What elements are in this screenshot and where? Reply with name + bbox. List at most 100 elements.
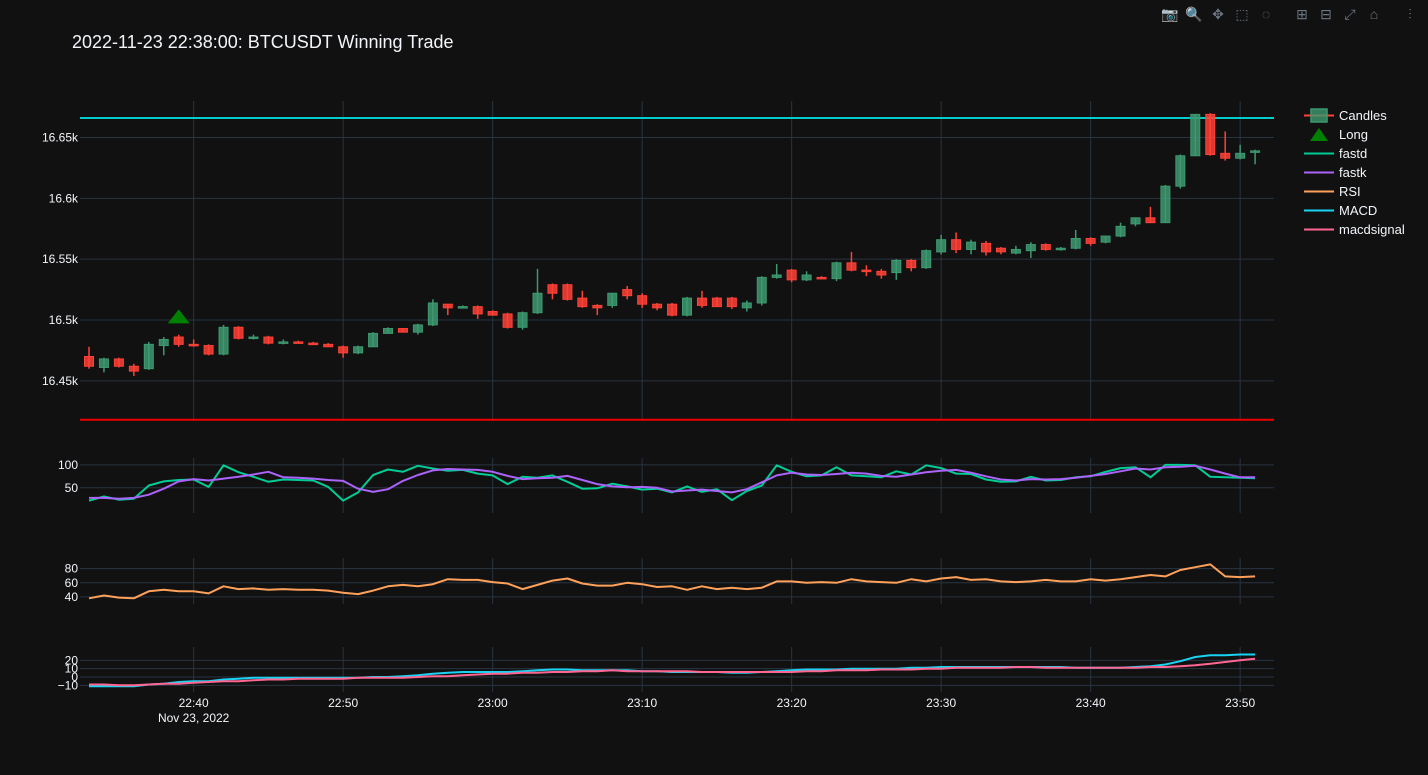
zoom-out-icon[interactable]: ⊟ — [1320, 6, 1332, 22]
candle-body — [278, 341, 289, 344]
candle — [1085, 237, 1096, 246]
zoom-in-icon[interactable]: ⊞ — [1296, 6, 1308, 22]
candle-body — [472, 306, 483, 315]
candle-body — [1145, 217, 1156, 224]
autoscale-icon[interactable]: ⤢ — [1344, 6, 1356, 22]
reset-axes-icon[interactable]: ⌂ — [1369, 6, 1379, 22]
candle — [801, 271, 812, 282]
legend-item-long[interactable]: Long — [1302, 125, 1405, 144]
x-tick-label: 23:50 — [1225, 696, 1255, 710]
candle — [1190, 113, 1201, 157]
candle-body — [1070, 237, 1081, 249]
legend-symbol-rsi — [1304, 190, 1334, 193]
y-tick-label: 0 — [71, 670, 78, 684]
candle — [502, 312, 513, 329]
candle-body — [861, 269, 872, 273]
candle — [383, 327, 393, 334]
candle — [1235, 144, 1246, 160]
legend-label: MACD — [1339, 203, 1378, 218]
y-tick-label: 50 — [65, 481, 79, 495]
candle — [1130, 217, 1141, 227]
lasso-select-icon[interactable]: ◌ — [1261, 6, 1271, 22]
candle-body — [338, 346, 349, 354]
signal-markers — [167, 309, 190, 324]
candle — [263, 335, 274, 345]
legend-label: fastk — [1339, 165, 1367, 180]
y-tick-label: 10 — [65, 662, 79, 676]
candle — [876, 268, 887, 279]
candle-body — [173, 336, 184, 345]
candle — [741, 300, 752, 312]
candle-body — [981, 242, 991, 253]
legend-item-macd[interactable]: MACD — [1302, 201, 1405, 220]
candle — [861, 265, 872, 277]
candle-body — [1115, 225, 1126, 237]
candle — [397, 328, 408, 333]
candle-body — [308, 342, 319, 346]
candle-body — [1220, 152, 1231, 159]
candle — [323, 343, 334, 348]
candle — [457, 305, 468, 309]
candle — [128, 363, 139, 376]
x-tick-date-label: Nov 23, 2022 — [158, 711, 230, 725]
candle-body — [1160, 185, 1171, 224]
pan-icon[interactable]: ✥ — [1212, 6, 1224, 22]
candle — [218, 324, 229, 356]
candle-body — [995, 247, 1006, 253]
candle-body — [831, 262, 842, 280]
candle-body — [547, 284, 558, 294]
legend-item-fastd[interactable]: fastd — [1302, 144, 1405, 163]
candle — [412, 323, 423, 335]
y-tick-label: 16.5k — [49, 313, 79, 327]
candle-body — [1010, 248, 1021, 254]
legend-item-macdsignal[interactable]: macdsignal — [1302, 220, 1405, 239]
candle-body — [816, 276, 827, 280]
grid-lines — [80, 101, 1274, 692]
candle — [831, 261, 842, 282]
candle — [84, 346, 94, 369]
zoom-icon[interactable]: 🔍 — [1185, 6, 1203, 22]
box-select-icon[interactable]: ⬚ — [1235, 6, 1249, 22]
candle — [1055, 247, 1066, 251]
candle-body — [876, 270, 887, 276]
candle-body — [113, 358, 124, 367]
candle — [308, 341, 319, 346]
candle-body — [293, 341, 304, 344]
y-tick-label: −10 — [58, 678, 79, 692]
candle — [1040, 243, 1051, 251]
candle — [278, 339, 289, 345]
candle-body — [936, 239, 947, 253]
fastd-line — [88, 463, 1256, 502]
legend-candle-box — [1310, 108, 1328, 123]
legend-item-candles[interactable]: Candles — [1302, 106, 1405, 125]
y-tick-label: 16.65k — [42, 131, 79, 145]
legend-item-rsi[interactable]: RSI — [1302, 182, 1405, 201]
camera-icon[interactable]: 📷 — [1161, 6, 1179, 22]
candle — [442, 303, 453, 316]
legend-symbol-macdsignal — [1304, 228, 1334, 231]
plotly-logo-icon[interactable]: ⫶ — [1408, 6, 1412, 22]
candle — [293, 340, 304, 344]
candle-body — [128, 365, 139, 372]
legend-symbol-fastd — [1304, 152, 1334, 155]
candle — [338, 345, 349, 358]
candle — [1100, 235, 1111, 244]
candle-body — [158, 338, 169, 347]
candle — [427, 299, 438, 327]
y-tick-label: 100 — [58, 458, 78, 472]
candle — [248, 334, 259, 340]
candle — [113, 357, 124, 368]
legend-symbol-macd — [1304, 209, 1334, 212]
candle — [995, 247, 1006, 255]
candle-body — [188, 343, 199, 347]
candle-body — [801, 274, 812, 281]
candle-body — [622, 289, 633, 297]
y-tick-label: 80 — [65, 562, 79, 576]
candle — [906, 259, 917, 272]
candle-body — [891, 259, 902, 274]
candle-body — [592, 304, 603, 309]
legend-item-fastk[interactable]: fastk — [1302, 163, 1405, 182]
candle-body — [607, 292, 618, 306]
candle-body — [741, 302, 752, 309]
